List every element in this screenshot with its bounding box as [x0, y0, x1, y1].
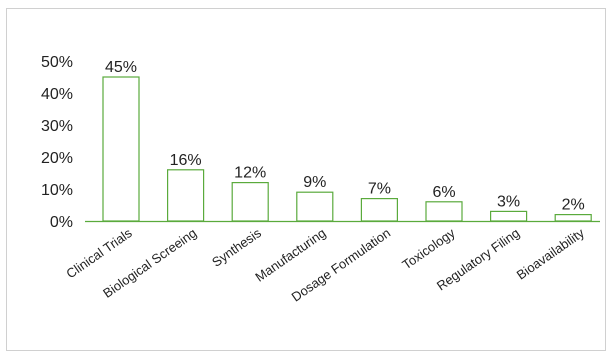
- bar-data-label: 9%: [303, 174, 326, 191]
- bar: [360, 198, 398, 222]
- bar-data-label: 7%: [368, 181, 391, 198]
- bar-data-label: 12%: [234, 165, 266, 182]
- bar: [231, 182, 269, 222]
- bar-data-label: 16%: [170, 152, 202, 169]
- y-tick-label: 50%: [41, 54, 73, 71]
- y-tick-label: 40%: [41, 86, 73, 103]
- data-labels: 45% 16% 12% 9% 7% 6% 3% 2%: [105, 59, 585, 214]
- bar: [425, 201, 463, 222]
- y-axis-labels: 0% 10% 20% 30% 40% 50%: [41, 54, 73, 231]
- category-label: Toxicology: [399, 225, 458, 272]
- bars: [102, 76, 592, 222]
- bar-data-label: 45%: [105, 59, 137, 76]
- y-tick-label: 30%: [41, 118, 73, 135]
- bar: [102, 76, 140, 222]
- y-tick-label: 0%: [50, 214, 73, 231]
- bar-data-label: 6%: [432, 184, 455, 201]
- category-label: Synthesis: [209, 225, 264, 270]
- y-tick-label: 10%: [41, 182, 73, 199]
- bar: [167, 169, 205, 222]
- y-tick-label: 20%: [41, 150, 73, 167]
- bar: [490, 210, 528, 222]
- bar: [554, 214, 592, 222]
- bar: [296, 191, 334, 222]
- bar-data-label: 3%: [497, 193, 520, 210]
- category-label: Bioavailability: [514, 225, 588, 283]
- bar-data-label: 2%: [562, 197, 585, 214]
